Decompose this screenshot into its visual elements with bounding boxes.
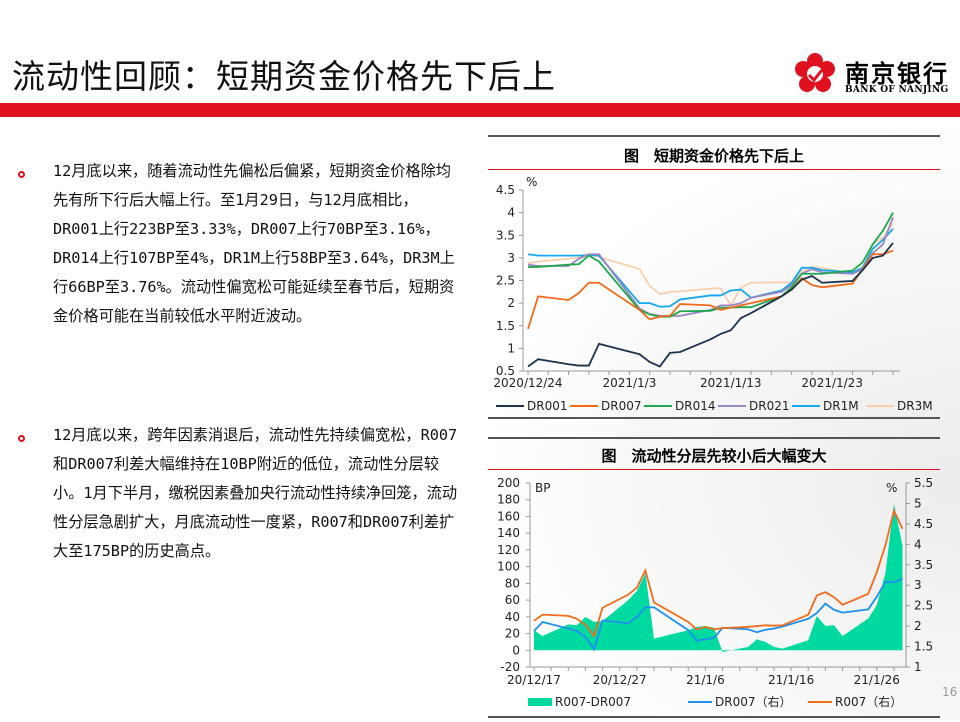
y-tick-label: 0 bbox=[512, 643, 520, 657]
y-tick-label: 4.5 bbox=[496, 183, 515, 197]
x-tick-label: 2021/1/3 bbox=[602, 376, 656, 390]
y-tick-label: 120 bbox=[497, 543, 520, 557]
y-tick-label: 180 bbox=[497, 493, 520, 507]
chart-1-panel: 图 短期资金价格先下后上 4.5 4 3.5 3 2.5 2 1.5 1 0.5% 2020/12… bbox=[488, 135, 940, 420]
legend-label: DR021 bbox=[749, 399, 789, 413]
legend-label: DR007（右） bbox=[715, 694, 791, 709]
y2-tick-label: 2.5 bbox=[914, 599, 933, 613]
legend-label: R007（右） bbox=[835, 694, 902, 709]
paragraph-2: 12月底以来，跨年因素消退后，流动性先持续偏宽松，R007和DR007利差大幅维… bbox=[53, 426, 458, 560]
header-band bbox=[0, 103, 960, 117]
y-tick-label: 2 bbox=[507, 296, 515, 310]
y-tick-label: 140 bbox=[497, 526, 520, 540]
legend-label: DR014 bbox=[675, 399, 715, 413]
divider bbox=[488, 716, 940, 718]
x-tick-label: 21/1/16 bbox=[768, 673, 814, 687]
series-area-r007-dr007 bbox=[534, 503, 903, 652]
series-line-dr021 bbox=[527, 216, 894, 317]
legend-swatch-r007-dr007 bbox=[528, 698, 552, 706]
bullet-icon bbox=[18, 171, 25, 178]
y-axis-unit: BP bbox=[535, 481, 550, 495]
y-tick-label: 1 bbox=[507, 341, 515, 355]
x-tick-label: 2021/1/13 bbox=[700, 376, 762, 390]
series-line-r007 bbox=[533, 508, 904, 638]
y-tick-label: 80 bbox=[505, 576, 520, 590]
chart-1: 4.5 4 3.5 3 2.5 2 1.5 1 0.5% 2020/12/24 2021/1/3 20… bbox=[493, 175, 933, 413]
x-tick-label: 20/12/17 bbox=[507, 673, 561, 687]
series-line-dr014 bbox=[528, 212, 894, 318]
bank-logo: 南京银行 BANK OF NANJING bbox=[795, 52, 955, 98]
paragraph-1: 12月底以来，随着流动性先偏松后偏紧，短期资金价格除均先有所下行后大幅上行。至1… bbox=[53, 162, 455, 325]
y-tick-label: 0.5 bbox=[496, 364, 515, 378]
y2-tick-label: 4.5 bbox=[914, 517, 933, 531]
x-tick-label: 21/1/26 bbox=[854, 673, 900, 687]
series-line-dr007 bbox=[527, 249, 894, 330]
logo-text-cn: 南京银行 bbox=[845, 59, 949, 88]
page-number: 16 bbox=[942, 685, 958, 699]
y-axis-unit: % bbox=[526, 175, 537, 189]
legend-label: DR1M bbox=[823, 399, 859, 413]
y2-tick-label: 2 bbox=[914, 619, 922, 633]
y-tick-label: 60 bbox=[505, 593, 520, 607]
legend-label: DR007 bbox=[601, 399, 641, 413]
y2-tick-label: 5.5 bbox=[914, 476, 933, 490]
y2-tick-label: 1.5 bbox=[914, 640, 933, 654]
chart-1-title: 图 短期资金价格先下后上 bbox=[623, 147, 804, 165]
page-title: 流动性回顾：短期资金价格先下后上 bbox=[12, 57, 556, 96]
y-tick-label: 4 bbox=[507, 206, 515, 220]
series-line-dr3m bbox=[527, 222, 894, 308]
y-tick-label: 20 bbox=[505, 627, 520, 641]
bank-logo-icon bbox=[795, 53, 835, 92]
divider bbox=[488, 169, 940, 170]
y2-tick-label: 1 bbox=[914, 660, 922, 674]
series-line-dr001 bbox=[527, 242, 894, 368]
legend-label: R007-DR007 bbox=[555, 695, 631, 709]
chart-2-title: 图 流动性分层先较小后大幅变大 bbox=[601, 447, 827, 465]
y-tick-label: 160 bbox=[497, 509, 520, 523]
legend-label: DR001 bbox=[527, 399, 567, 413]
chart-2: 200180160140120100806040200-205.554.543.… bbox=[497, 476, 933, 709]
y2-tick-label: 3.5 bbox=[914, 558, 933, 572]
y-tick-label: 3 bbox=[507, 251, 515, 265]
chart-2-panel: 图 流动性分层先较小后大幅变大 200 180 160 140 120 100 80 60 40… bbox=[488, 437, 940, 720]
y2-axis-unit: % bbox=[886, 481, 897, 495]
y2-tick-label: 3 bbox=[914, 578, 922, 592]
divider bbox=[488, 469, 940, 470]
y-tick-label: -20 bbox=[500, 660, 520, 674]
series-line-dr1m bbox=[527, 228, 894, 308]
bullet-icon bbox=[18, 435, 25, 442]
x-tick-label: 20/12/27 bbox=[593, 673, 647, 687]
logo-text-en: BANK OF NANJING bbox=[845, 85, 949, 95]
legend-label: DR3M bbox=[897, 399, 933, 413]
y-tick-label: 200 bbox=[497, 476, 520, 490]
y2-tick-label: 4 bbox=[914, 537, 922, 551]
y-tick-label: 40 bbox=[505, 610, 520, 624]
x-tick-label: 21/1/6 bbox=[686, 673, 725, 687]
x-tick-label: 2020/12/24 bbox=[493, 376, 562, 390]
y-tick-label: 3.5 bbox=[496, 228, 515, 242]
y-tick-label: 1.5 bbox=[496, 319, 515, 333]
y-tick-label: 100 bbox=[497, 560, 520, 574]
x-tick-label: 2021/1/23 bbox=[801, 376, 863, 390]
y2-tick-label: 5 bbox=[914, 496, 922, 510]
divider bbox=[488, 417, 940, 419]
y-tick-label: 2.5 bbox=[496, 274, 515, 288]
